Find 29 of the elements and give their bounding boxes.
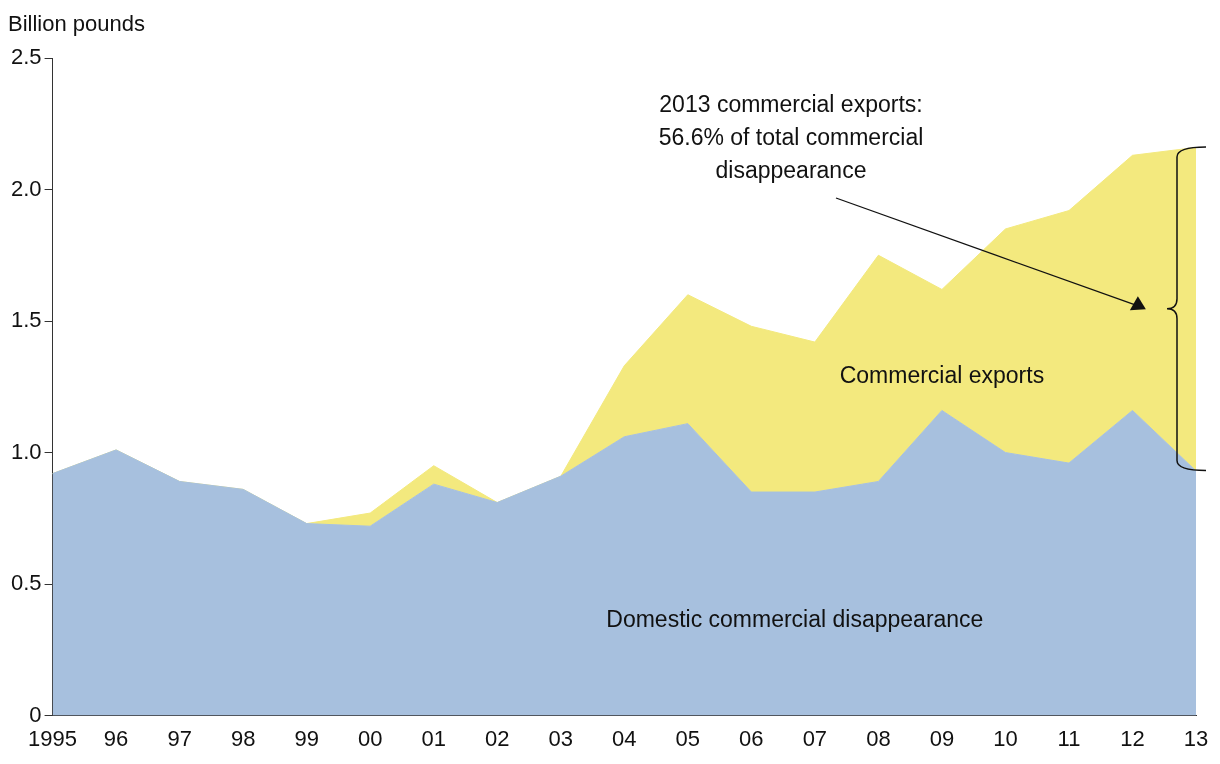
annotation: 2013 commercial exports: 56.6% of total commercial disappearance bbox=[658, 91, 924, 184]
x-tick-label: 02 bbox=[485, 725, 510, 751]
x-tick-label: 99 bbox=[294, 725, 319, 751]
x-tick-label: 06 bbox=[739, 725, 764, 751]
x-tick-label: 03 bbox=[548, 725, 574, 751]
y-tick-label: 1.5 bbox=[10, 307, 42, 333]
x-tick-label: 11 bbox=[1057, 725, 1081, 751]
x-tick-label: 12 bbox=[1120, 725, 1145, 751]
y-tick-label: 0.5 bbox=[10, 570, 42, 596]
x-tick-label: 10 bbox=[993, 725, 1018, 751]
x-tick-label: 05 bbox=[675, 725, 701, 751]
x-tick-label: 13 bbox=[1183, 725, 1209, 751]
x-tick-label: 07 bbox=[802, 725, 828, 751]
series-label: Domestic commercial disappearance bbox=[606, 606, 984, 633]
series-label: Commercial exports bbox=[839, 361, 1045, 388]
x-tick-label: 1995 bbox=[28, 725, 78, 751]
x-tick-label: 01 bbox=[421, 725, 446, 751]
x-tick-label: 00 bbox=[357, 725, 383, 751]
x-tick-label: 97 bbox=[167, 725, 192, 751]
y-axis-title: Billion pounds bbox=[8, 11, 145, 37]
y-tick-label: 0 bbox=[29, 701, 42, 727]
x-tick-label: 08 bbox=[866, 725, 891, 751]
y-tick-label: 2.5 bbox=[10, 44, 42, 70]
y-tick-label: 1.0 bbox=[10, 438, 42, 464]
y-tick-label: 2.0 bbox=[10, 175, 42, 201]
x-tick-label: 04 bbox=[612, 725, 637, 751]
x-tick-label: 98 bbox=[230, 725, 256, 751]
x-tick-label: 96 bbox=[103, 725, 129, 751]
x-tick-label: 09 bbox=[929, 725, 955, 751]
